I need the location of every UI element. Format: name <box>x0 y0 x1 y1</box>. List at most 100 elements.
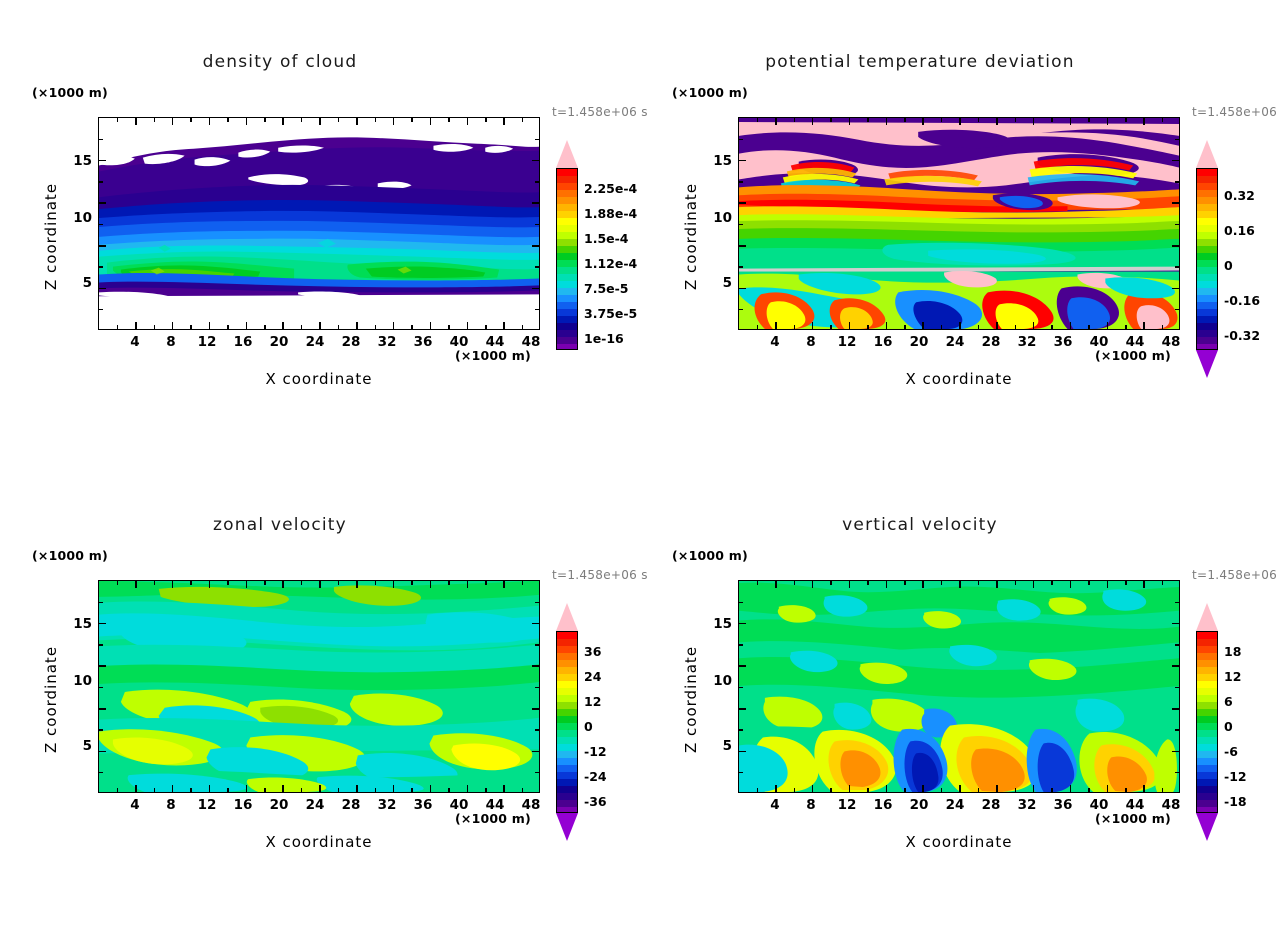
x-tick-mark <box>153 788 155 792</box>
colorbar-band <box>1197 260 1217 267</box>
x-tick-mark <box>1161 325 1164 329</box>
x-tick-mark <box>1032 118 1035 125</box>
colorbar-band <box>1197 632 1217 639</box>
y-axis-unit: (×1000 m) <box>672 548 748 563</box>
panel-title: zonal velocity <box>213 515 347 535</box>
colorbar-band <box>1197 772 1217 779</box>
x-tick-mark <box>521 788 524 792</box>
colorbar-tick-label: -0.32 <box>1224 328 1261 343</box>
x-tick-mark <box>153 325 155 329</box>
colorbar-band <box>557 190 577 197</box>
colorbar-tick-label: 0 <box>1224 719 1233 734</box>
x-tick-label: 8 <box>166 797 176 813</box>
colorbar-band <box>1197 211 1217 218</box>
x-tick-mark <box>940 118 943 122</box>
x-tick-mark <box>1161 788 1164 792</box>
plot-area <box>738 580 1180 793</box>
x-tick-label: 12 <box>197 797 217 813</box>
x-tick-mark <box>811 322 814 329</box>
y-tick-mark <box>99 622 106 625</box>
x-tick-label: 8 <box>166 334 176 350</box>
plot-area <box>98 117 540 330</box>
x-tick-mark <box>1143 118 1145 125</box>
colorbar-band <box>557 232 577 239</box>
x-tick-label: 48 <box>1161 334 1181 350</box>
y-tick-mark <box>532 245 539 247</box>
x-tick-mark <box>429 118 432 125</box>
y-tick-mark <box>532 665 539 667</box>
x-tick-mark <box>830 788 832 792</box>
colorbar-band <box>1197 667 1217 674</box>
x-tick-mark <box>264 325 266 329</box>
x-tick-mark <box>885 581 888 588</box>
colorbar-tick-label: 2.25e-4 <box>584 181 638 196</box>
colorbar-band <box>1197 288 1217 295</box>
x-tick-mark <box>208 581 211 588</box>
x-tick-mark <box>1014 788 1016 792</box>
x-tick-mark <box>904 118 906 122</box>
x-tick-mark <box>227 788 229 792</box>
colorbar-band <box>1197 660 1217 667</box>
x-tick-mark <box>374 118 376 122</box>
x-tick-mark <box>1069 118 1072 125</box>
x-tick-label: 44 <box>485 334 505 350</box>
x-tick-label: 4 <box>770 334 780 350</box>
x-tick-mark <box>503 322 505 329</box>
x-tick-label: 24 <box>305 334 325 350</box>
y-tick-mark <box>99 202 106 204</box>
x-tick-mark <box>466 581 469 588</box>
x-tick-mark <box>190 581 192 585</box>
y-tick-mark <box>739 750 746 753</box>
x-tick-label: 36 <box>413 797 433 813</box>
y-tick-mark <box>535 601 539 604</box>
x-tick-mark <box>392 322 395 329</box>
colorbar-band <box>1197 688 1217 695</box>
x-tick-mark <box>282 581 284 588</box>
x-tick-label: 32 <box>377 797 397 813</box>
colorbar-tick-label: -12 <box>584 744 607 759</box>
x-tick-mark <box>135 118 137 125</box>
x-tick-mark <box>171 118 174 125</box>
y-tick-mark <box>535 266 539 268</box>
y-tick-mark <box>535 181 539 183</box>
x-axis-label: X coordinate <box>905 833 1013 851</box>
y-tick-label: 5 <box>82 275 92 291</box>
y-tick-mark <box>1172 750 1179 753</box>
y-tick-mark <box>1175 308 1179 311</box>
x-tick-mark <box>429 322 432 329</box>
x-tick-mark <box>374 581 376 585</box>
colorbar-band <box>557 667 577 674</box>
y-tick-mark <box>535 644 539 646</box>
y-tick-mark <box>99 138 103 141</box>
x-tick-label: 44 <box>1125 334 1145 350</box>
y-tick-mark <box>1175 266 1179 268</box>
y-tick-label: 10 <box>73 673 92 689</box>
x-tick-mark <box>756 788 759 792</box>
y-tick-label: 10 <box>713 210 732 226</box>
x-tick-mark <box>245 322 248 329</box>
x-tick-label: 12 <box>197 334 217 350</box>
colorbar-tick-label: -12 <box>1224 769 1247 784</box>
x-tick-mark <box>775 581 777 588</box>
x-tick-mark <box>392 581 395 588</box>
x-tick-mark <box>959 322 961 329</box>
x-tick-mark <box>959 118 961 125</box>
x-tick-mark <box>190 325 192 329</box>
x-tick-mark <box>521 581 524 585</box>
x-axis-unit: (×1000 m) <box>455 348 531 363</box>
colorbar-band <box>557 274 577 281</box>
y-tick-mark <box>532 287 539 290</box>
y-tick-label: 15 <box>73 153 92 169</box>
y-tick-label: 10 <box>73 210 92 226</box>
colorbar-band <box>557 281 577 288</box>
y-tick-mark <box>739 245 746 247</box>
colorbar-bands <box>1196 168 1218 350</box>
colorbar-band <box>557 176 577 183</box>
colorbar-band <box>1197 267 1217 274</box>
y-tick-mark <box>739 223 743 226</box>
colorbar-tick-label: 0.16 <box>1224 223 1255 238</box>
x-tick-mark <box>793 325 795 329</box>
x-tick-mark <box>448 581 450 585</box>
x-tick-mark <box>153 118 155 122</box>
x-tick-mark <box>885 118 888 125</box>
